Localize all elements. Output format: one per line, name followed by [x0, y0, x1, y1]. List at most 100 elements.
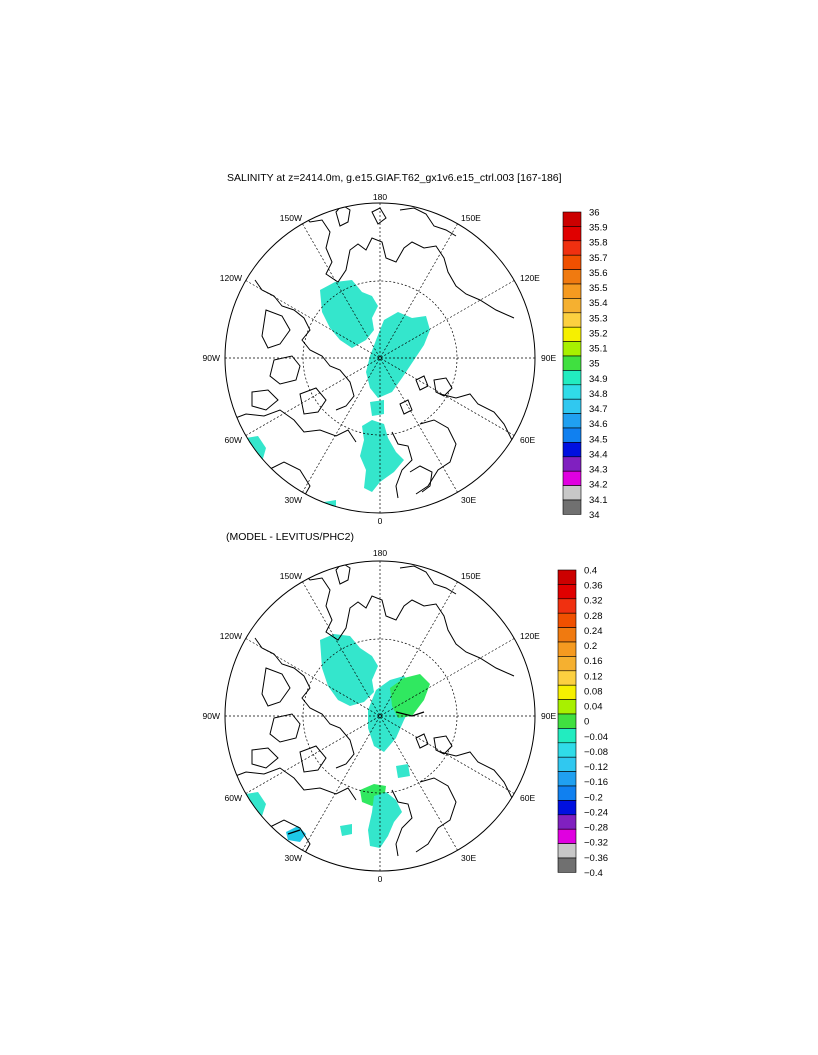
colorbar-tick-label: 35.3 [589, 313, 608, 324]
colorbar-swatch [562, 456, 582, 472]
colorbar-swatch [562, 341, 582, 357]
colorbar-tick-label: 0.32 [584, 596, 603, 607]
lon-label-30w: 30W [285, 495, 302, 505]
colorbar-tick-label: −0.16 [584, 777, 608, 788]
colorbar-swatch [557, 828, 577, 844]
colorbar-tick-label: 34.3 [589, 465, 608, 476]
lon-label-30e: 30E [461, 853, 476, 863]
colorbar-swatch [557, 627, 577, 643]
salinity-contour-fill [246, 280, 430, 512]
colorbar-swatch [562, 269, 582, 285]
colorbar-swatch [557, 814, 577, 830]
lon-label-120w: 120W [220, 631, 242, 641]
colorbar-tick-label: 0 [584, 717, 589, 728]
colorbar-swatch [557, 771, 577, 787]
colorbar-swatch [557, 800, 577, 816]
colorbar-swatch [562, 326, 582, 342]
colorbar-swatch [557, 612, 577, 628]
colorbar-tick-label: 35.2 [589, 328, 608, 339]
lon-label-30e: 30E [461, 495, 476, 505]
colorbar-swatch [562, 298, 582, 314]
lon-labels-1: 180 0 90W 90E 150W 120W 150E 120E 60W 30… [203, 192, 557, 526]
graticule [225, 203, 535, 513]
colorbar-swatch [562, 226, 582, 242]
lon-label-120w: 120W [220, 273, 242, 283]
colorbar-tick-label: 35.8 [589, 238, 608, 249]
colorbar-tick-label: 0.12 [584, 671, 603, 682]
colorbar-swatch [562, 427, 582, 443]
colorbar-tick-label: 34.8 [589, 389, 608, 400]
lon-label-0: 0 [378, 874, 383, 884]
colorbar-tick-label: −0.36 [584, 853, 608, 864]
lon-label-60w: 60W [225, 435, 242, 445]
colorbar-tick-label: 34.9 [589, 374, 608, 385]
colorbar-swatch [557, 728, 577, 744]
colorbar-tick-label: −0.12 [584, 762, 608, 773]
colorbar-tick-label: 35.4 [589, 298, 608, 309]
map-boundary-2 [224, 560, 536, 872]
coastlines [229, 204, 521, 509]
lon-label-150e: 150E [461, 571, 481, 581]
colorbar-swatch [557, 584, 577, 600]
colorbar-tick-label: 0.24 [584, 626, 603, 637]
colorbar-swatch [557, 569, 577, 585]
colorbar-tick-label: 34.2 [589, 480, 608, 491]
colorbar-swatch [557, 857, 577, 873]
lon-label-90w: 90W [203, 711, 220, 721]
colorbar-tick-label: 34.4 [589, 449, 608, 460]
colorbar-swatch [562, 312, 582, 328]
colorbar-swatch [562, 398, 582, 414]
colorbar-tick-label: 0.36 [584, 581, 603, 592]
polar-map-anomaly [224, 560, 536, 872]
lon-label-90e: 90E [541, 353, 556, 363]
lon-label-120e: 120E [520, 631, 540, 641]
colorbar-swatch [562, 499, 582, 515]
colorbar-tick-label: −0.32 [584, 838, 608, 849]
colorbar-swatch [562, 211, 582, 227]
colorbar-swatch [562, 442, 582, 458]
lon-label-30w: 30W [285, 853, 302, 863]
colorbar-swatch [562, 355, 582, 371]
colorbar-tick-label: 0.08 [584, 686, 603, 697]
colorbar-tick-label: 34.7 [589, 404, 608, 415]
colorbar-tick-label: −0.4 [584, 868, 603, 879]
colorbar-tick-label: 35.1 [589, 344, 608, 355]
graticule-2 [225, 561, 535, 871]
colorbar-tick-label: 0.28 [584, 611, 603, 622]
colorbar-tick-label: 34 [589, 510, 600, 521]
colorbar-tick-label: 34.1 [589, 495, 608, 506]
panel2-title: (MODEL - LEVITUS/PHC2) [226, 531, 354, 543]
lon-label-120e: 120E [520, 273, 540, 283]
lon-label-60e: 60E [520, 435, 535, 445]
colorbar-swatch [562, 413, 582, 429]
colorbar-swatch [557, 756, 577, 772]
colorbar-swatch [562, 485, 582, 501]
colorbar-tick-label: 35.5 [589, 283, 608, 294]
lon-label-150w: 150W [280, 213, 302, 223]
colorbar-swatch [562, 283, 582, 299]
panel1-title: SALINITY at z=2414.0m, g.e15.GIAF.T62_gx… [227, 172, 562, 184]
colorbar-tick-label: 35.9 [589, 223, 608, 234]
colorbar-tick-label: −0.2 [584, 792, 603, 803]
colorbar-swatch [557, 641, 577, 657]
colorbar-tick-label: −0.24 [584, 807, 608, 818]
colorbar-swatch [557, 843, 577, 859]
lon-label-60w: 60W [225, 793, 242, 803]
colorbar-swatch [562, 384, 582, 400]
colorbar-tick-label: 0.16 [584, 656, 603, 667]
colorbar-swatch [557, 742, 577, 758]
colorbar-salinity: 36 35.9 35.8 35.7 35.6 35.5 35.4 35.3 35.2 35.1 35… [562, 208, 608, 521]
colorbar-tick-label: 35 [589, 359, 600, 370]
lon-label-180: 180 [373, 192, 387, 202]
lon-label-180: 180 [373, 548, 387, 558]
lon-label-0: 0 [378, 516, 383, 526]
lon-label-150e: 150E [461, 213, 481, 223]
colorbar-tick-label: 0.4 [584, 566, 597, 577]
lon-label-150w: 150W [280, 571, 302, 581]
lon-label-90e: 90E [541, 711, 556, 721]
anomaly-contour-fill [246, 634, 430, 848]
colorbar-swatch [557, 656, 577, 672]
colorbar-tick-label: 36 [589, 208, 600, 219]
colorbar-anomaly: 0.4 0.36 0.32 0.28 0.24 0.2 0.16 0.12 0.08 0.04 0 −… [557, 566, 608, 879]
